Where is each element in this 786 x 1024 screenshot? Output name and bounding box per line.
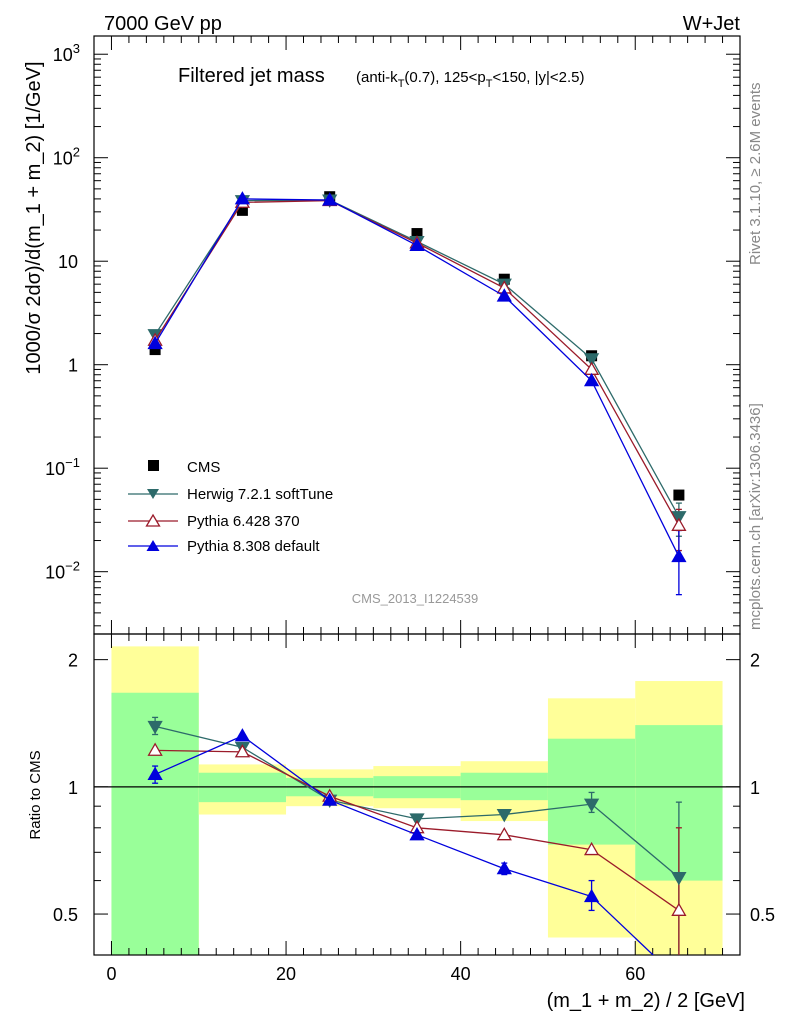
herwig-ratio-point (671, 872, 687, 886)
pythia8-point (583, 372, 600, 387)
pythia8-point (671, 548, 687, 563)
legend-marker-pythia6 (145, 513, 161, 527)
main-axes: 10−2 10−1 1 10 102 103 (45, 35, 741, 635)
pythia8-ratio-point (583, 888, 600, 903)
herwig-point (583, 353, 600, 367)
pythia6-ratio-point (583, 841, 600, 856)
legend-marker-herwig (147, 489, 159, 499)
ratio-y-tick-label-right: 2 (750, 651, 760, 671)
main-panel: 10−2 10−1 1 10 102 103 (45, 35, 741, 635)
plot-title-cuts: (anti-kT(0.7), 125<pT<150, |y|<2.5) (356, 69, 585, 90)
pythia8-ratio-point (409, 827, 425, 841)
legend-item-pythia8: Pythia 8.308 default (128, 538, 320, 555)
main-data (147, 191, 687, 596)
cms-point (149, 344, 161, 356)
ratio-panel: 0.5 0.51 12 20 20 40 60 (53, 633, 775, 984)
ratio-y-tick-label: 0.5 (53, 905, 78, 925)
main-y-tick-label: 1 (68, 356, 78, 376)
x-tick-label: 0 (106, 964, 116, 984)
legend-marker-cms (148, 460, 159, 471)
legend-item-herwig: Herwig 7.2.1 softTune (128, 486, 333, 503)
ratio-y-tick-label: 1 (68, 778, 78, 798)
main-y-axis-label: 1000/σ 2dσ)/d(m_1 + m_2) [1/GeV] (23, 61, 45, 374)
pythia8-ratio-point (147, 766, 163, 780)
legend: CMS Herwig 7.2.1 softTune Pythia 6.428 3… (128, 459, 333, 555)
x-axis-label: (m_1 + m_2) / 2 [GeV] (547, 990, 745, 1012)
cms-point (236, 204, 248, 216)
ratio-frame (93, 633, 741, 956)
legend-label-herwig: Herwig 7.2.1 softTune (187, 486, 333, 503)
pythia6-ratio-point (496, 827, 512, 841)
herwig-point (671, 511, 687, 525)
pythia8-ratio-point (234, 728, 251, 742)
plot-title-main: Filtered jet mass (178, 65, 325, 87)
herwig-ratio-point (147, 720, 163, 735)
x-tick-label: 40 (451, 964, 471, 984)
pythia8-ratio-point (672, 973, 685, 984)
pythia8-ratio-point (496, 860, 512, 875)
series-pythia8 (147, 191, 687, 563)
pythia8-point (409, 237, 425, 251)
rivet-label: Rivet 3.1.10, ≥ 2.6M events (747, 83, 764, 266)
header-process: W+Jet (683, 13, 741, 35)
ratio-y-tick-label-right: 0.5 (750, 905, 775, 925)
pythia8-point (147, 335, 163, 350)
herwig-ratio-point (496, 809, 512, 823)
cms-uncertainty-inner (547, 738, 636, 845)
pythia8-ratio-point (322, 792, 338, 806)
main-y-tick-label: 10−1 (45, 455, 80, 479)
ratio-y-axis-label: Ratio to CMS (27, 750, 44, 839)
pythia6-ratio-point (671, 902, 687, 916)
legend-label-pythia8: Pythia 8.308 default (187, 538, 320, 555)
ratio-bands (111, 646, 723, 955)
cms-point (673, 489, 685, 501)
herwig-ratio-point (583, 798, 600, 812)
ratio-axes: 0.5 0.51 12 20 20 40 60 (53, 633, 775, 984)
pythia8-point (322, 192, 338, 206)
x-tick-label: 60 (625, 964, 645, 984)
cms-uncertainty-inner (111, 692, 199, 955)
ratio-y-tick-label: 2 (68, 651, 78, 671)
pythia6-point (671, 517, 687, 531)
pythia8-point (234, 191, 251, 205)
pythia8-point (496, 288, 512, 302)
herwig-ratio-point (409, 813, 425, 827)
main-y-tick-label: 103 (53, 41, 80, 65)
ratio-series-pythia8 (147, 728, 685, 984)
header-energy: 7000 GeV pp (104, 13, 222, 35)
main-y-tick-label: 102 (53, 145, 80, 169)
main-y-tick-label: 10 (58, 252, 78, 272)
pythia6-ratio-point (147, 742, 163, 756)
cms-point (411, 228, 423, 240)
legend-label-cms: CMS (187, 459, 220, 476)
legend-item-pythia6: Pythia 6.428 370 (128, 513, 300, 530)
pythia6-ratio-point (234, 744, 251, 758)
legend-item-cms: CMS (148, 459, 220, 476)
ratio-data (147, 716, 687, 984)
legend-marker-pythia8 (146, 540, 160, 551)
analysis-watermark: CMS_2013_I1224539 (352, 591, 479, 606)
ratio-y-tick-label-right: 1 (750, 778, 760, 798)
main-y-tick-label: 10−2 (45, 559, 80, 583)
x-tick-label: 20 (276, 964, 296, 984)
mcplots-label: mcplots.cern.ch [arXiv:1306.3436] (747, 403, 764, 630)
legend-label-pythia6: Pythia 6.428 370 (187, 513, 300, 530)
plot-title: Filtered jet mass (178, 65, 325, 87)
